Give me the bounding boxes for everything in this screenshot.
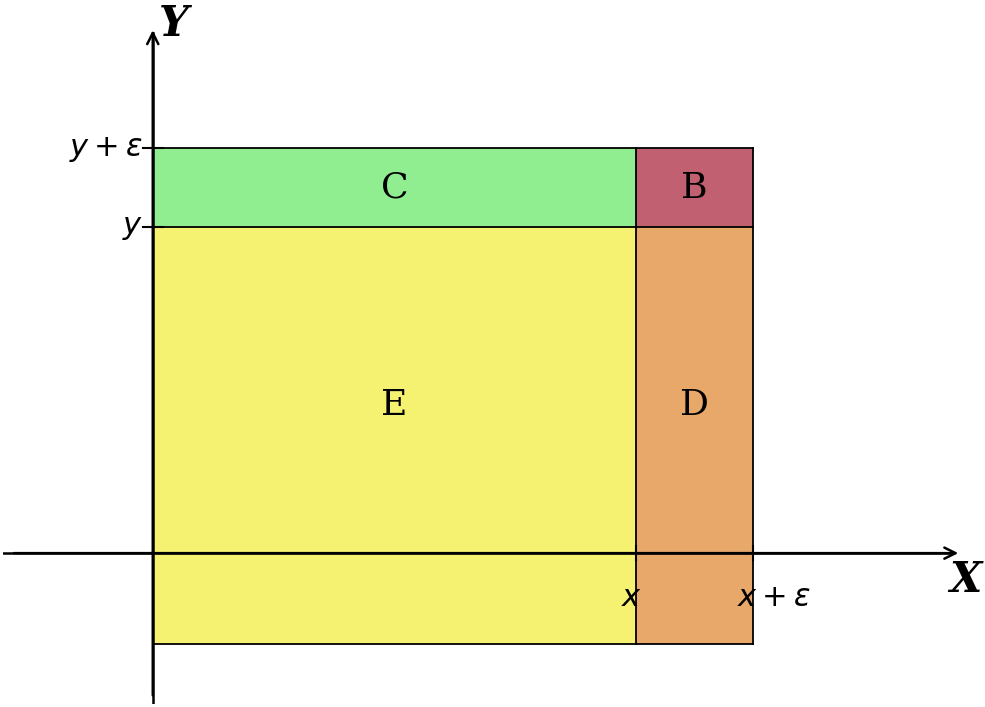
Text: $x+\varepsilon$: $x+\varepsilon$	[737, 582, 811, 613]
Bar	[153, 227, 636, 644]
Text: X: X	[950, 559, 981, 602]
Bar	[153, 148, 636, 227]
Text: $y$: $y$	[121, 211, 143, 243]
Text: Y: Y	[159, 4, 188, 45]
Bar	[636, 148, 753, 227]
Text: $y+\varepsilon$: $y+\varepsilon$	[69, 133, 143, 164]
Text: $x$: $x$	[622, 582, 642, 613]
Text: E: E	[381, 388, 408, 422]
Text: B: B	[681, 170, 707, 204]
Bar	[636, 227, 753, 644]
Text: D: D	[680, 388, 709, 422]
Text: C: C	[380, 170, 408, 204]
